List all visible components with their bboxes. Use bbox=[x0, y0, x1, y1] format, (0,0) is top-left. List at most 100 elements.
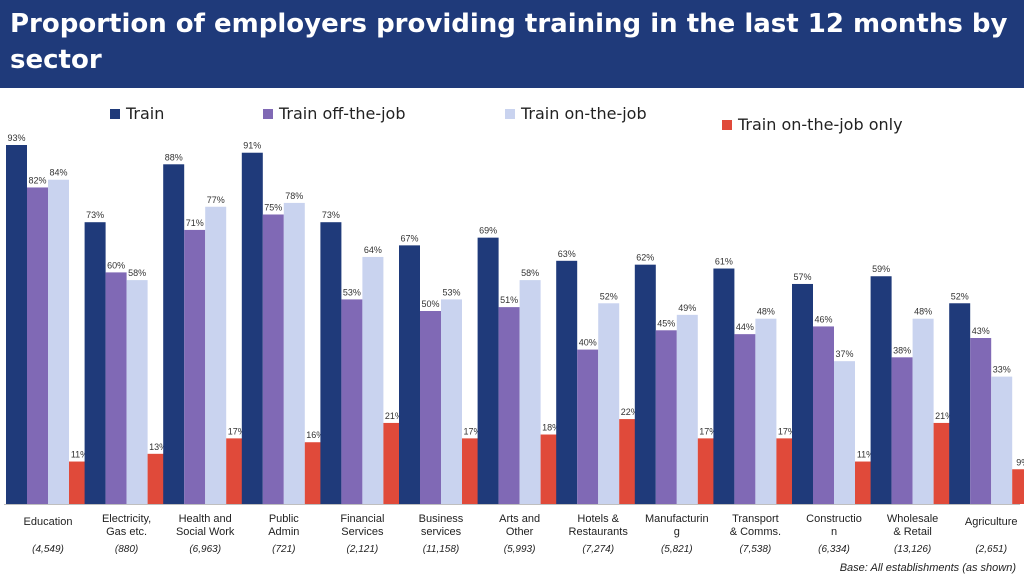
bar-on-job bbox=[598, 303, 620, 504]
bar-off-job bbox=[655, 330, 677, 504]
data-label: 22% bbox=[621, 407, 639, 417]
base-size-label: (11,158) bbox=[423, 544, 460, 555]
data-label: 57% bbox=[793, 272, 811, 282]
data-label: 50% bbox=[421, 299, 439, 309]
category-label: Health and bbox=[179, 513, 232, 525]
bar-train bbox=[241, 152, 263, 504]
chart-title: Proportion of employers providing traini… bbox=[10, 9, 1008, 75]
bar-on-job bbox=[126, 280, 148, 504]
bar-group: 62% 45%49% 17% bbox=[634, 253, 719, 504]
legend-label-on-job-only: Train on-the-job only bbox=[738, 115, 903, 134]
data-label: 75% bbox=[264, 202, 282, 212]
legend-swatch-on-job-only bbox=[722, 119, 732, 130]
data-label: 46% bbox=[814, 314, 832, 324]
bar-off-job bbox=[262, 214, 284, 504]
bar-group: 61% 44%48% 17% bbox=[713, 257, 798, 504]
data-label: 67% bbox=[400, 233, 418, 243]
bar-on-job bbox=[676, 314, 698, 504]
bar-group: 67% 50%53% 17% bbox=[399, 233, 483, 504]
data-label: 16% bbox=[306, 430, 324, 440]
category-label: Hotels & bbox=[577, 513, 619, 525]
data-label: 59% bbox=[872, 264, 890, 274]
data-label: 21% bbox=[935, 411, 953, 421]
data-label: 69% bbox=[479, 226, 497, 236]
base-size-label: (2,651) bbox=[975, 544, 1007, 555]
bar-off-job bbox=[734, 334, 756, 504]
bar-group: 73% 60%58% 13% bbox=[84, 210, 169, 505]
category-label: Electricity, bbox=[102, 513, 151, 525]
base-size-label: (721) bbox=[272, 544, 295, 555]
category-label: Public bbox=[269, 513, 299, 525]
bar-off-job bbox=[105, 272, 127, 504]
category-label: services bbox=[421, 526, 462, 538]
data-label: 53% bbox=[442, 287, 460, 297]
data-label: 38% bbox=[893, 345, 911, 355]
bar-on-job bbox=[755, 318, 777, 504]
bar-on-job bbox=[991, 376, 1013, 504]
bar-train bbox=[320, 222, 342, 505]
bar-on-job bbox=[834, 361, 855, 504]
base-size-label: (7,274) bbox=[582, 544, 614, 555]
data-label: 53% bbox=[343, 287, 361, 297]
data-label: 93% bbox=[7, 133, 25, 143]
bar-off-job bbox=[184, 229, 206, 504]
data-label: 11% bbox=[71, 450, 88, 460]
bar-group: 69% 51% 58% 18% bbox=[477, 226, 562, 505]
base-size-label: (5,821) bbox=[661, 544, 693, 555]
data-label: 17% bbox=[778, 426, 796, 436]
category-label: Gas etc. bbox=[106, 526, 147, 538]
legend-swatch-train bbox=[110, 108, 120, 119]
category-label: Restaurants bbox=[569, 526, 629, 538]
bar-train bbox=[634, 264, 656, 504]
category-label: Financial bbox=[340, 513, 384, 525]
data-label: 17% bbox=[228, 426, 246, 436]
data-label: 64% bbox=[364, 245, 382, 255]
bar-train bbox=[6, 145, 27, 504]
bar-on-job bbox=[283, 202, 305, 504]
category-label: Other bbox=[506, 526, 534, 538]
bar-group: 59% 38% 48% 21% bbox=[870, 264, 955, 504]
base-size-label: (880) bbox=[115, 544, 138, 555]
data-label: 17% bbox=[463, 426, 481, 436]
bar-group: 91% 75%78% 16% bbox=[241, 141, 326, 504]
legend-item-off-job: Train off-the-job bbox=[263, 104, 405, 123]
bar-on-job bbox=[519, 280, 541, 504]
data-label: 63% bbox=[558, 249, 576, 259]
category-label: Transport bbox=[732, 513, 779, 525]
legend-item-on-job: Train on-the-job bbox=[505, 104, 647, 123]
data-label: 18% bbox=[542, 423, 560, 433]
bar-off-job bbox=[498, 307, 520, 504]
data-label: 21% bbox=[385, 411, 403, 421]
bar-train bbox=[477, 237, 499, 505]
data-label: 43% bbox=[972, 326, 990, 336]
category-label: Education bbox=[24, 516, 73, 528]
bar-group: 57% 46% 37% 11% bbox=[792, 272, 876, 504]
legend-swatch-off-job bbox=[263, 108, 273, 119]
bar-train bbox=[556, 260, 578, 504]
data-label: 40% bbox=[579, 338, 597, 348]
data-label: 45% bbox=[657, 318, 675, 328]
category-label: g bbox=[674, 526, 680, 538]
data-label: 48% bbox=[757, 307, 775, 317]
bar-on-job bbox=[48, 179, 69, 504]
bar-on-job bbox=[912, 318, 934, 504]
data-label: 48% bbox=[914, 307, 932, 317]
base-size-label: (5,993) bbox=[504, 544, 536, 555]
bar-on-job bbox=[441, 299, 462, 504]
data-label: 11% bbox=[857, 450, 874, 460]
bar-group: 93% 82%84% 11% bbox=[6, 133, 90, 504]
bar-train bbox=[713, 268, 735, 504]
bar-off-job bbox=[813, 326, 834, 504]
data-label: 82% bbox=[28, 175, 46, 185]
data-label: 91% bbox=[243, 141, 261, 151]
base-size-label: (6,334) bbox=[818, 544, 850, 555]
bar-train bbox=[949, 303, 971, 504]
bar-off-job bbox=[970, 338, 992, 504]
category-label: & Retail bbox=[893, 526, 932, 538]
base-size-label: (4,549) bbox=[32, 544, 64, 555]
legend-label-train: Train bbox=[126, 104, 165, 123]
data-label: 13% bbox=[149, 442, 167, 452]
data-label: 17% bbox=[699, 426, 717, 436]
legend-item-train: Train bbox=[110, 104, 164, 123]
